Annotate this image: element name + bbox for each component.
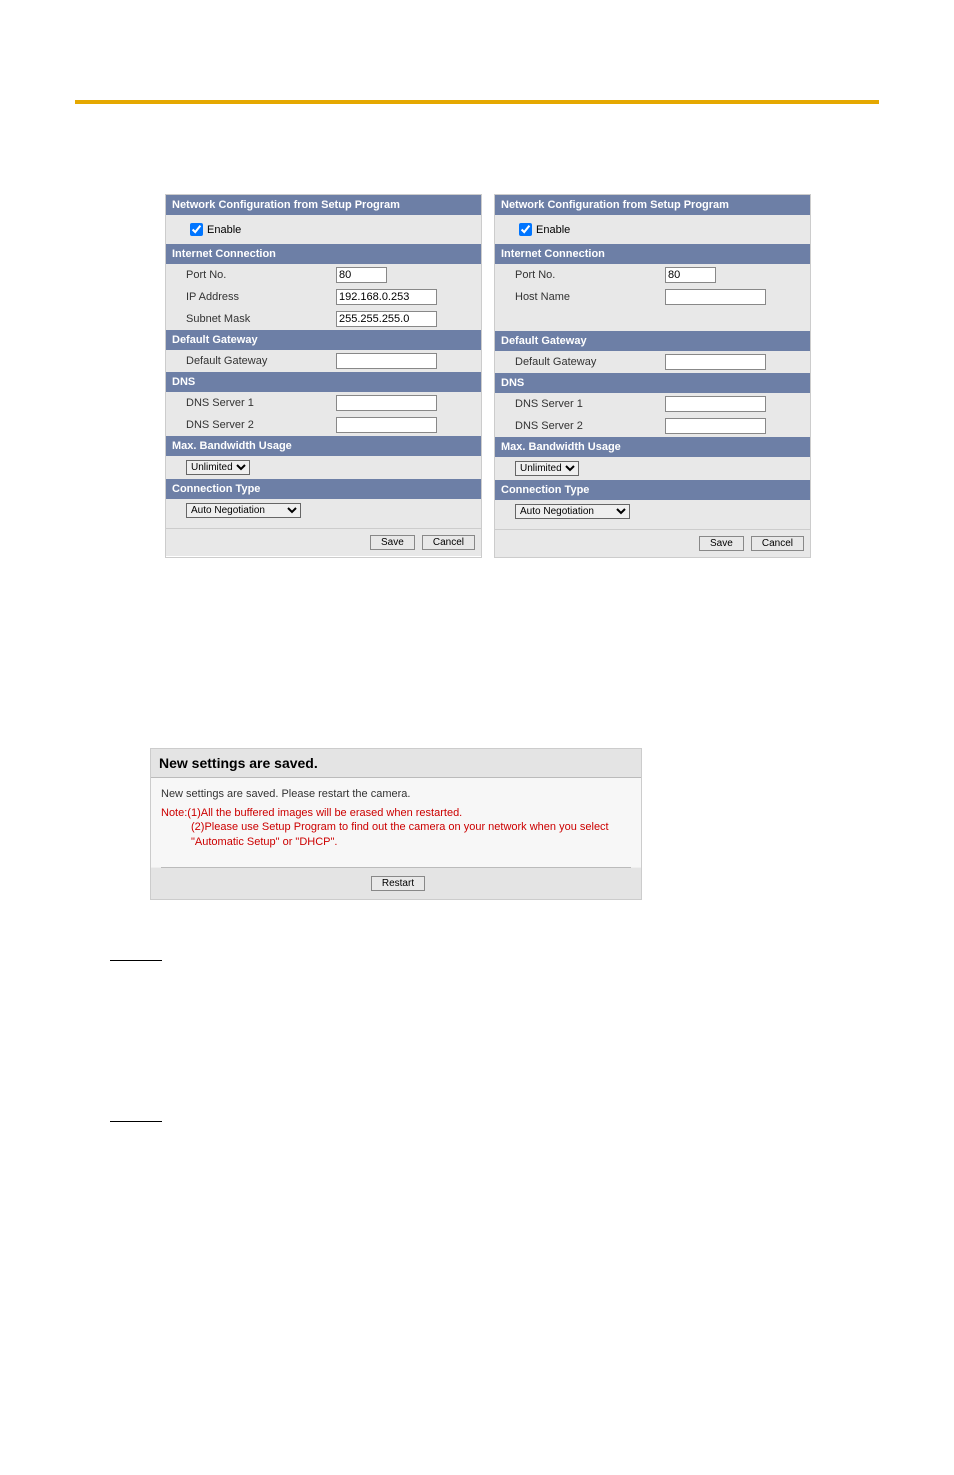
mask-label: Subnet Mask — [172, 313, 336, 325]
gateway-input[interactable] — [336, 353, 437, 369]
section-header-internet: Internet Connection — [495, 244, 810, 264]
port-input[interactable] — [665, 267, 716, 283]
host-input[interactable] — [665, 289, 766, 305]
section-header-bandwidth: Max. Bandwidth Usage — [495, 437, 810, 457]
enable-row: Enable — [166, 215, 481, 244]
conntype-row: Auto Negotiation — [495, 500, 810, 523]
bandwidth-row: Unlimited — [495, 457, 810, 480]
port-row: Port No. — [166, 264, 481, 286]
cancel-button[interactable]: Cancel — [751, 536, 804, 551]
gateway-row: Default Gateway — [166, 350, 481, 372]
host-label: Host Name — [501, 291, 665, 303]
mask-row: Subnet Mask — [166, 308, 481, 330]
enable-checkbox[interactable] — [519, 223, 532, 236]
dns1-input[interactable] — [665, 396, 766, 412]
dns2-input[interactable] — [665, 418, 766, 434]
saved-note: Note:(1)All the buffered images will be … — [161, 806, 631, 849]
port-input[interactable] — [336, 267, 387, 283]
save-button[interactable]: Save — [370, 535, 415, 550]
spacer — [495, 308, 810, 331]
dns2-label: DNS Server 2 — [501, 420, 665, 432]
gateway-label: Default Gateway — [172, 355, 336, 367]
section-header-dns: DNS — [166, 372, 481, 392]
section-header-bandwidth: Max. Bandwidth Usage — [166, 436, 481, 456]
port-row: Port No. — [495, 264, 810, 286]
dns2-label: DNS Server 2 — [172, 419, 336, 431]
section-header-conntype: Connection Type — [166, 479, 481, 499]
dns2-input[interactable] — [336, 417, 437, 433]
conntype-row: Auto Negotiation — [166, 499, 481, 522]
button-row: Save Cancel — [166, 528, 481, 556]
panel-dhcp: Network Configuration from Setup Program… — [494, 194, 811, 558]
ip-row: IP Address — [166, 286, 481, 308]
button-row: Save Cancel — [495, 529, 810, 557]
host-row: Host Name — [495, 286, 810, 308]
section-header-gateway: Default Gateway — [495, 331, 810, 351]
note-prefix: Note: — [161, 807, 187, 819]
dns1-label: DNS Server 1 — [501, 398, 665, 410]
bandwidth-select[interactable]: Unlimited — [515, 461, 579, 476]
dns1-row: DNS Server 1 — [166, 392, 481, 414]
underline-stub — [110, 1121, 162, 1122]
bandwidth-row: Unlimited — [166, 456, 481, 479]
restart-row: Restart — [151, 868, 641, 899]
saved-settings-dialog: New settings are saved. New settings are… — [150, 748, 642, 900]
enable-checkbox[interactable] — [190, 223, 203, 236]
note-line-1: (1)All the buffered images will be erase… — [187, 807, 462, 819]
restart-button[interactable]: Restart — [371, 876, 425, 891]
section-header-conntype: Connection Type — [495, 480, 810, 500]
ip-label: IP Address — [172, 291, 336, 303]
dns2-row: DNS Server 2 — [495, 415, 810, 437]
saved-message: New settings are saved. Please restart t… — [161, 788, 631, 800]
dns1-label: DNS Server 1 — [172, 397, 336, 409]
cancel-button[interactable]: Cancel — [422, 535, 475, 550]
section-header-gateway: Default Gateway — [166, 330, 481, 350]
conntype-select[interactable]: Auto Negotiation — [186, 503, 301, 518]
port-label: Port No. — [172, 269, 336, 281]
mask-input[interactable] — [336, 311, 437, 327]
port-label: Port No. — [501, 269, 665, 281]
saved-body: New settings are saved. Please restart t… — [151, 778, 641, 867]
gateway-input[interactable] — [665, 354, 766, 370]
panel-static-ip: Network Configuration from Setup Program… — [165, 194, 482, 558]
note-line-2: (2)Please use Setup Program to find out … — [191, 820, 631, 849]
enable-label: Enable — [536, 224, 570, 236]
conntype-select[interactable]: Auto Negotiation — [515, 504, 630, 519]
dns1-row: DNS Server 1 — [495, 393, 810, 415]
section-header-setup-program: Network Configuration from Setup Program — [166, 195, 481, 215]
dns2-row: DNS Server 2 — [166, 414, 481, 436]
config-panels: Network Configuration from Setup Program… — [165, 194, 954, 558]
section-header-setup-program: Network Configuration from Setup Program — [495, 195, 810, 215]
gateway-label: Default Gateway — [501, 356, 665, 368]
underline-stub — [110, 960, 162, 961]
bandwidth-select[interactable]: Unlimited — [186, 460, 250, 475]
ip-input[interactable] — [336, 289, 437, 305]
save-button[interactable]: Save — [699, 536, 744, 551]
gold-divider — [75, 100, 879, 104]
section-header-internet: Internet Connection — [166, 244, 481, 264]
section-header-dns: DNS — [495, 373, 810, 393]
enable-label: Enable — [207, 224, 241, 236]
dns1-input[interactable] — [336, 395, 437, 411]
enable-row: Enable — [495, 215, 810, 244]
gateway-row: Default Gateway — [495, 351, 810, 373]
saved-title: New settings are saved. — [151, 749, 641, 778]
